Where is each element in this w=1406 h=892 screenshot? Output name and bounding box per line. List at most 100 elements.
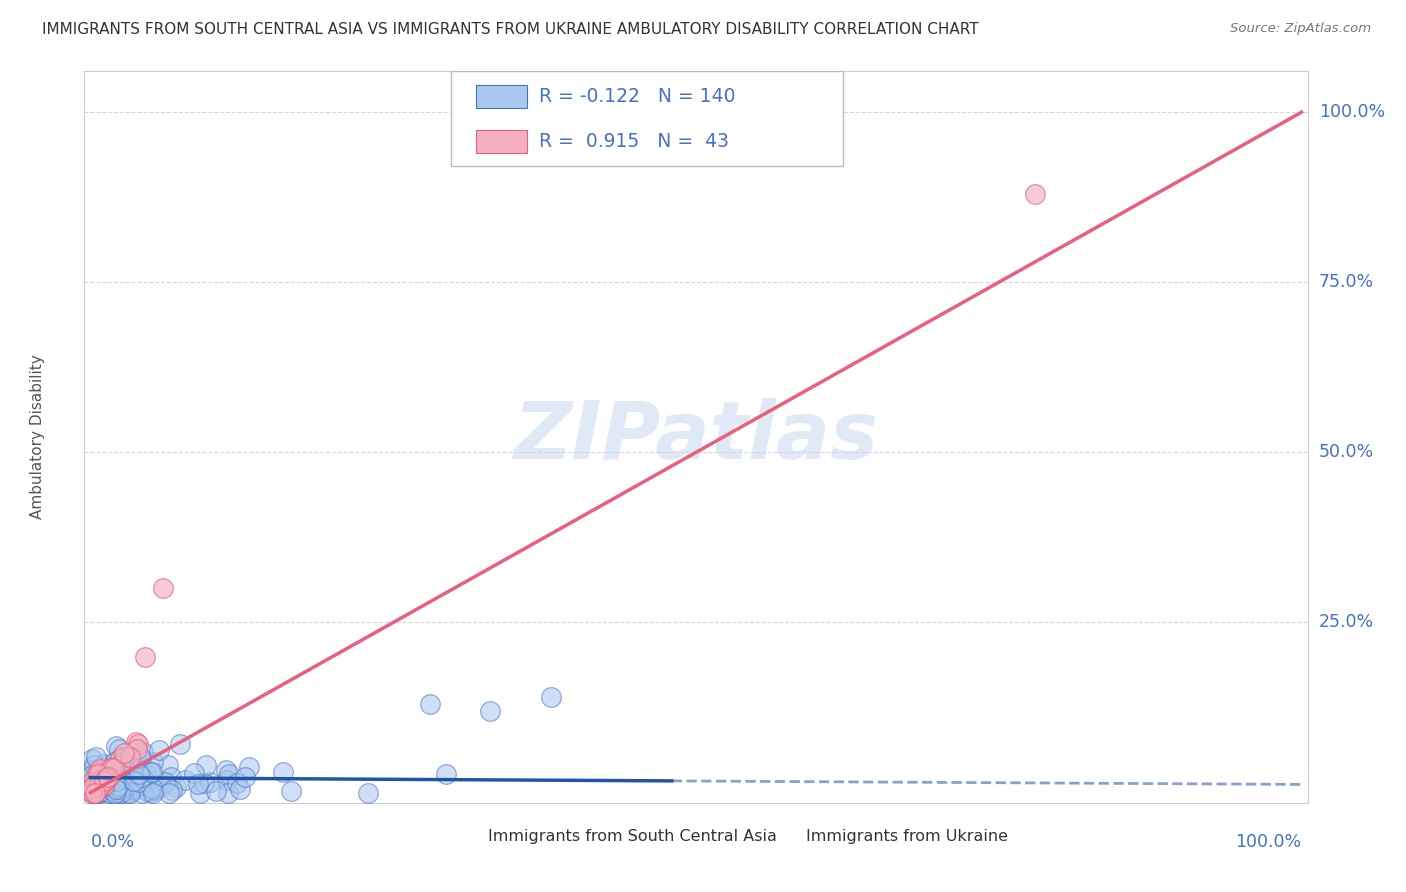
- Point: [107, 779, 129, 793]
- Point: [121, 773, 143, 788]
- Point: [94, 772, 117, 786]
- Point: [101, 761, 124, 775]
- FancyBboxPatch shape: [443, 827, 482, 846]
- Point: [98, 770, 121, 784]
- Point: [84, 786, 107, 800]
- Point: [226, 776, 249, 790]
- Point: [83, 782, 105, 797]
- Point: [193, 776, 215, 790]
- Point: [84, 786, 107, 800]
- Point: [125, 742, 148, 756]
- Point: [105, 782, 128, 797]
- Point: [82, 786, 104, 800]
- Text: 100.0%: 100.0%: [1236, 833, 1302, 851]
- Point: [86, 765, 108, 780]
- Point: [215, 772, 238, 787]
- Point: [80, 786, 103, 800]
- Point: [120, 786, 142, 800]
- Point: [125, 735, 148, 749]
- Point: [142, 781, 165, 796]
- Point: [98, 786, 121, 800]
- Point: [86, 786, 108, 800]
- Point: [82, 778, 104, 792]
- Point: [118, 778, 141, 792]
- Point: [82, 752, 104, 766]
- Text: R =  0.915   N =  43: R = 0.915 N = 43: [540, 132, 730, 151]
- Point: [129, 750, 152, 764]
- Point: [80, 767, 103, 781]
- Point: [160, 782, 183, 797]
- Point: [80, 777, 103, 791]
- Text: Ambulatory Disability: Ambulatory Disability: [31, 355, 45, 519]
- Point: [87, 764, 110, 778]
- Point: [101, 776, 124, 790]
- Point: [108, 752, 131, 766]
- Point: [125, 761, 148, 775]
- Text: Immigrants from South Central Asia: Immigrants from South Central Asia: [488, 829, 778, 844]
- Point: [103, 761, 125, 775]
- Point: [134, 649, 156, 664]
- Point: [121, 783, 143, 797]
- FancyBboxPatch shape: [761, 827, 800, 846]
- Point: [104, 739, 127, 754]
- Point: [103, 785, 125, 799]
- Point: [271, 764, 294, 779]
- Point: [93, 779, 115, 793]
- Point: [91, 775, 114, 789]
- Point: [195, 758, 218, 772]
- Point: [148, 777, 170, 791]
- Point: [101, 782, 124, 797]
- Point: [114, 750, 136, 764]
- Point: [204, 784, 226, 798]
- Point: [153, 774, 176, 789]
- Point: [104, 786, 127, 800]
- Text: 25.0%: 25.0%: [1319, 614, 1374, 632]
- Point: [91, 760, 114, 774]
- Point: [112, 782, 135, 797]
- Point: [122, 773, 145, 788]
- Point: [87, 779, 110, 793]
- Point: [87, 767, 110, 781]
- Point: [139, 764, 162, 779]
- Point: [93, 756, 115, 771]
- Point: [89, 774, 111, 789]
- Point: [218, 767, 240, 781]
- Point: [131, 786, 153, 800]
- Point: [128, 767, 150, 781]
- Point: [114, 774, 136, 789]
- Point: [129, 752, 152, 766]
- Point: [93, 778, 115, 792]
- Point: [104, 755, 127, 769]
- Point: [84, 749, 107, 764]
- Point: [98, 781, 121, 796]
- Point: [141, 764, 163, 779]
- Text: Source: ZipAtlas.com: Source: ZipAtlas.com: [1230, 22, 1371, 36]
- Point: [93, 767, 115, 781]
- Point: [117, 760, 139, 774]
- Point: [143, 783, 166, 797]
- Point: [215, 763, 238, 777]
- Point: [111, 783, 134, 797]
- Text: Immigrants from Ukraine: Immigrants from Ukraine: [806, 829, 1008, 844]
- Point: [104, 775, 127, 789]
- Point: [93, 778, 115, 792]
- Point: [96, 769, 118, 783]
- FancyBboxPatch shape: [475, 85, 527, 108]
- Point: [93, 777, 115, 791]
- Point: [132, 745, 155, 759]
- Point: [148, 743, 170, 757]
- Point: [91, 775, 114, 789]
- Point: [120, 782, 142, 797]
- Point: [82, 783, 104, 797]
- Point: [82, 774, 104, 789]
- Point: [108, 758, 131, 772]
- Point: [89, 786, 111, 800]
- Point: [186, 777, 208, 791]
- Point: [135, 784, 157, 798]
- Point: [114, 779, 136, 793]
- Point: [91, 779, 114, 793]
- Point: [98, 785, 121, 799]
- Point: [357, 786, 380, 800]
- Point: [125, 774, 148, 789]
- Text: 0.0%: 0.0%: [90, 833, 135, 851]
